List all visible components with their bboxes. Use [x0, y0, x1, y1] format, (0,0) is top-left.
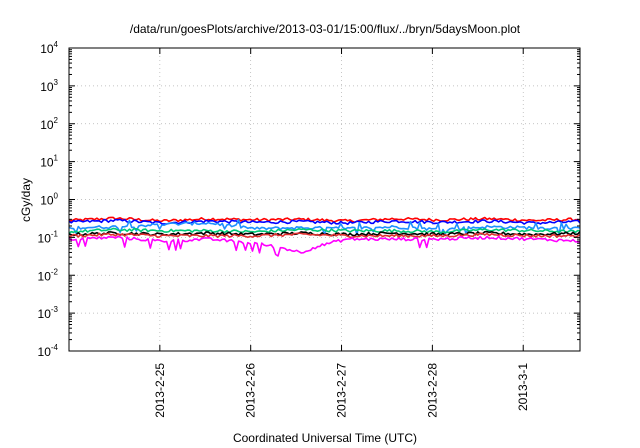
x-tick-label: 2013-2-28 [425, 363, 439, 418]
y-tick-label: 104 [40, 40, 58, 56]
grid [69, 47, 580, 352]
y-tick-label: 10-1 [38, 229, 59, 245]
x-tick-label: 2013-2-26 [244, 363, 258, 418]
y-tick-label: 101 [40, 154, 58, 170]
x-tick-label: 2013-2-25 [153, 363, 167, 418]
x-tick-label: 2013-2-27 [335, 363, 349, 418]
x-tick-label: 2013-3-1 [516, 363, 530, 411]
series-line-7 [68, 235, 581, 257]
y-tick-label: 103 [40, 78, 58, 94]
y-tick-label: 100 [40, 192, 58, 208]
y-tick-label: 102 [40, 116, 58, 132]
y-tick-label: 10-4 [38, 343, 59, 359]
series-line-6 [68, 232, 581, 239]
series-group [68, 216, 581, 257]
series-line-1 [68, 216, 581, 223]
y-tick-label: 10-3 [38, 305, 59, 321]
series-line-2 [68, 218, 581, 226]
series-line-4 [68, 227, 581, 234]
y-axis-label: cGy/day [19, 178, 33, 222]
y-axis: 10-4 10-3 10-2 10-1 100 101 102 103 104 [38, 40, 580, 359]
y-tick-label: 10-2 [38, 267, 59, 283]
chart-title: /data/run/goesPlots/archive/2013-03-01/1… [130, 22, 521, 36]
x-axis-label: Coordinated Universal Time (UTC) [233, 431, 417, 445]
x-axis: 2013-2-25 2013-2-26 2013-2-27 2013-2-28 2013… [153, 48, 530, 418]
